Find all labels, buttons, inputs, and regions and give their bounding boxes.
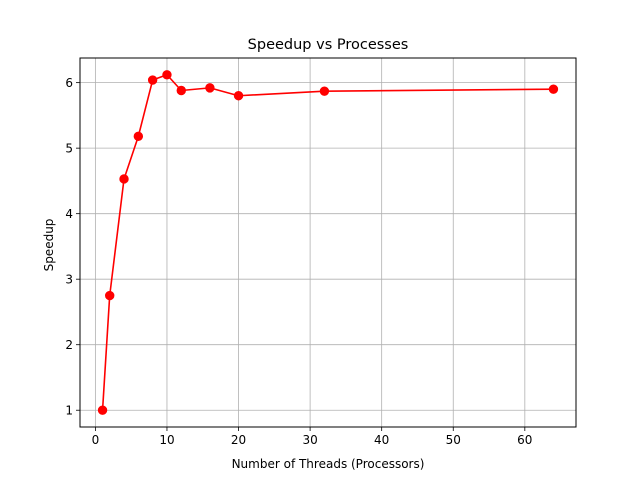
x-tick-label: 0 [92, 433, 100, 447]
y-tick-label: 6 [65, 76, 73, 90]
data-point [548, 84, 559, 94]
x-tick-label: 10 [159, 433, 174, 447]
series-group [97, 70, 559, 415]
y-axis-ticks: 1 2 3 4 5 6 [65, 76, 80, 418]
y-tick-label: 4 [65, 207, 73, 221]
chart-title: Speedup vs Processes [248, 37, 409, 53]
data-point [233, 91, 244, 101]
y-axis-label: Speedup [42, 219, 56, 272]
data-point [162, 70, 172, 80]
data-point [97, 405, 108, 415]
plot-frame [79, 57, 577, 428]
data-point [205, 83, 215, 93]
data-point [119, 174, 129, 184]
x-tick-label: 50 [446, 433, 461, 447]
x-axis-ticks: 0 10 20 30 40 50 60 [92, 427, 532, 447]
x-tick-label: 20 [231, 433, 246, 447]
y-tick-label: 2 [65, 338, 73, 352]
y-tick-label: 5 [65, 142, 73, 156]
x-tick-label: 30 [302, 433, 317, 447]
data-point [176, 85, 186, 96]
data-point [319, 86, 330, 96]
y-tick-label: 1 [65, 404, 73, 418]
data-point [105, 290, 115, 301]
x-tick-label: 60 [517, 433, 532, 447]
data-point [133, 131, 144, 142]
x-axis-label: Number of Threads (Processors) [232, 457, 425, 471]
grid-lines [80, 58, 576, 427]
data-point [147, 75, 158, 85]
x-tick-label: 40 [374, 433, 389, 447]
y-tick-label: 3 [65, 273, 73, 287]
